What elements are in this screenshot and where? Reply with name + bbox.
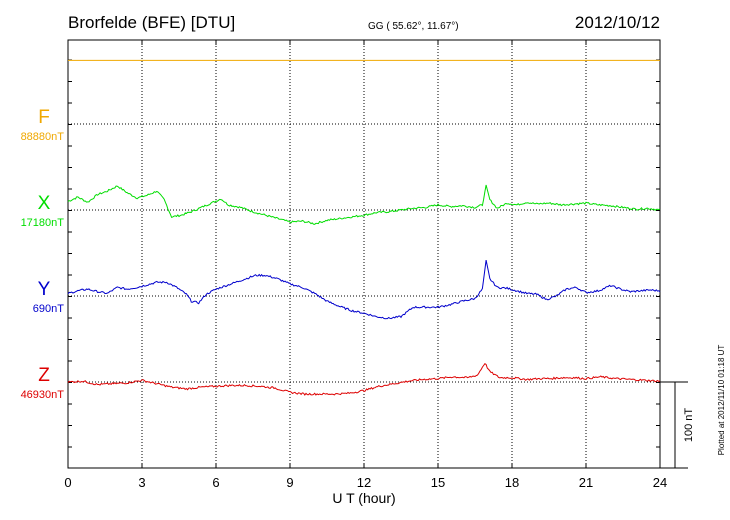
series-lines <box>67 59 661 396</box>
baseline-value-F: 88880nT <box>21 131 65 143</box>
component-labels: F 88880nT X 17180nT Y 690nT Z 46930nT <box>21 107 65 401</box>
x-tick-label-12: 12 <box>357 475 371 490</box>
x-axis-label: U T (hour) <box>332 490 395 506</box>
baseline-value-Y: 690nT <box>33 303 64 315</box>
grid <box>141 40 587 468</box>
x-tick-label-3: 3 <box>138 475 145 490</box>
station-coordinates: GG ( 55.62°, 11.67°) <box>368 21 459 32</box>
x-tick-label-21: 21 <box>579 475 593 490</box>
x-tick-label-9: 9 <box>286 475 293 490</box>
component-label-Y: Y <box>38 279 51 300</box>
x-tick-label-24: 24 <box>653 475 667 490</box>
x-tick-label-18: 18 <box>505 475 519 490</box>
component-label-Z: Z <box>38 365 50 386</box>
component-label-X: X <box>38 193 51 214</box>
x-tick-label-6: 6 <box>212 475 219 490</box>
series-X-line <box>67 184 661 225</box>
series-Z-line <box>67 363 661 396</box>
scale-bar-label: 100 nT <box>683 408 695 443</box>
plotted-timestamp: Plotted at 2012/11/10 01:18 UT <box>717 345 726 456</box>
y-minor-ticks <box>68 59 660 448</box>
x-tick-label-15: 15 <box>431 475 445 490</box>
series-Y-line <box>67 260 661 320</box>
baseline-value-X: 17180nT <box>21 217 65 229</box>
scale-bar: 100 nT <box>660 381 695 469</box>
baseline-value-Z: 46930nT <box>21 389 65 401</box>
x-axis-ticks: 0 3 6 9 12 15 18 21 24 <box>64 40 667 490</box>
chart-title: Brorfelde (BFE) [DTU] <box>68 13 235 32</box>
x-tick-label-0: 0 <box>64 475 71 490</box>
chart-date: 2012/10/12 <box>575 13 660 32</box>
component-label-F: F <box>38 107 50 128</box>
